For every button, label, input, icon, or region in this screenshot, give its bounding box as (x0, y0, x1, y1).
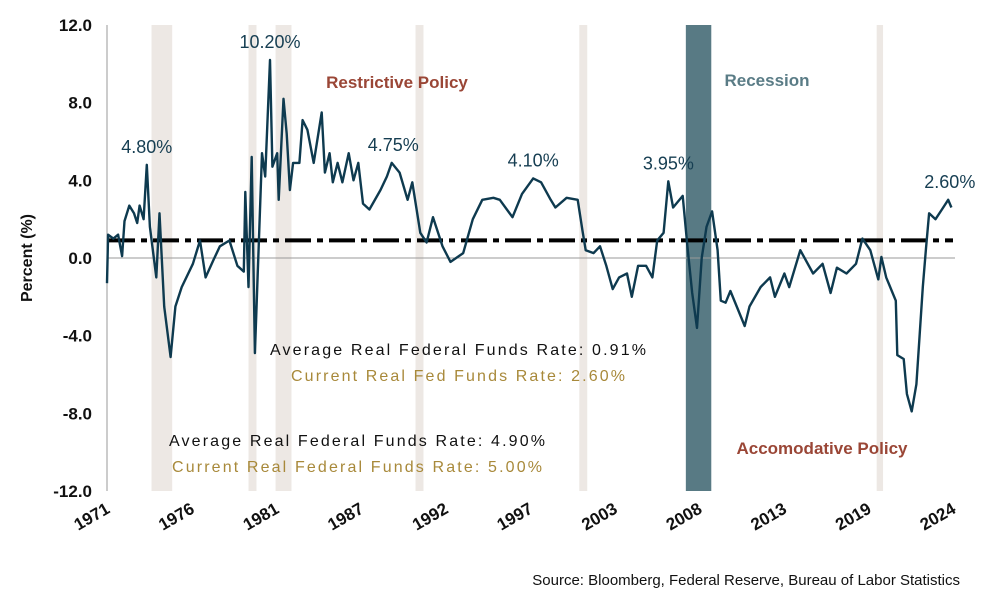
peak-value-label: 4.80% (121, 137, 172, 157)
x-ticks: 1971 1976 1981 1987 1992 1997 2003 2008 2013 2019… (71, 499, 960, 535)
peak-labels: 4.80% 10.20% 4.75% 4.10% 3.95% 2.60% (121, 32, 975, 192)
x-tick-label: 1981 (240, 499, 282, 534)
peak-value-label: 3.95% (643, 153, 694, 173)
y-axis-label: Percent (%) (19, 214, 36, 302)
recession-label: Recession (724, 71, 809, 90)
x-tick-label: 1976 (155, 499, 197, 534)
y-tick-label: 12.0 (59, 16, 92, 35)
y-tick-label: -12.0 (53, 482, 92, 501)
x-tick-label: 2003 (578, 499, 620, 534)
x-tick-label: 2019 (832, 499, 874, 534)
real-fed-funds-series-line (105, 58, 953, 413)
peak-value-label: 4.10% (508, 150, 559, 170)
x-tick-label: 2008 (663, 499, 705, 534)
x-tick-label: 2024 (917, 499, 960, 535)
restrictive-policy-label: Restrictive Policy (326, 73, 468, 92)
current-rate-note-2: Current Real Federal Funds Rate: 5.00% (172, 459, 542, 476)
current-rate-note-1: Current Real Fed Funds Rate: 2.60% (291, 368, 625, 385)
source-note: Source: Bloomberg, Federal Reserve, Bure… (532, 572, 960, 589)
y-tick-label: -8.0 (63, 404, 92, 423)
x-tick-label: 1971 (71, 499, 113, 534)
x-tick-label: 1997 (494, 499, 536, 534)
x-tick-label: 1992 (409, 499, 451, 534)
y-ticks: 12.0 8.0 4.0 0.0 -4.0 -8.0 -12.0 (53, 16, 92, 501)
peak-value-label: 10.20% (239, 32, 300, 52)
y-tick-label: 0.0 (68, 249, 92, 268)
peak-value-label: 2.60% (924, 172, 975, 192)
x-tick-label: 1987 (325, 499, 367, 534)
average-rate-note-2: Average Real Federal Funds Rate: 4.90% (169, 433, 545, 450)
accomodative-policy-label: Accomodative Policy (736, 439, 908, 458)
y-tick-label: 8.0 (68, 94, 92, 113)
peak-value-label: 4.75% (368, 135, 419, 155)
y-tick-label: -4.0 (63, 327, 92, 346)
x-tick-label: 2013 (748, 499, 790, 534)
y-tick-label: 4.0 (68, 171, 92, 190)
average-rate-note-1: Average Real Federal Funds Rate: 0.91% (270, 342, 646, 359)
